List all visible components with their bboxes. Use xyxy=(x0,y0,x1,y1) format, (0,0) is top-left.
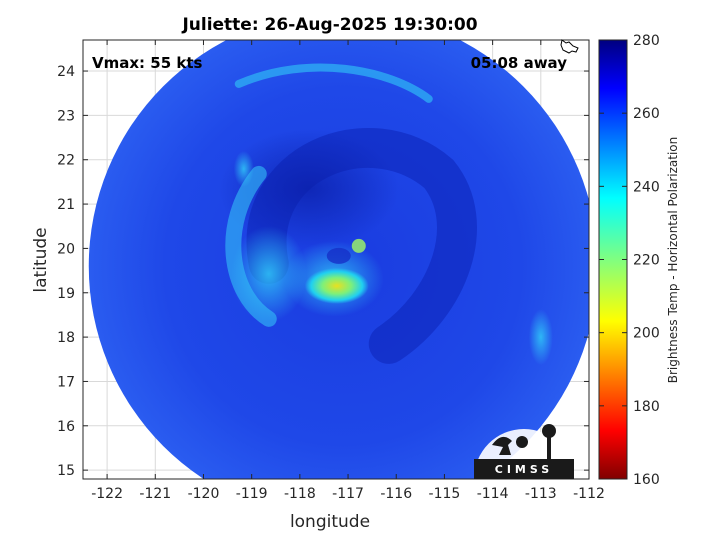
colorbar-ticks: 160 180 200 220 240 260 280 xyxy=(599,33,660,488)
x-tick-label: -117 xyxy=(332,486,364,502)
logo-banner xyxy=(474,459,574,479)
dark-region xyxy=(218,128,399,249)
cyan-cluster-east xyxy=(528,309,553,366)
axes-box xyxy=(82,39,590,480)
x-tick-label: -115 xyxy=(429,486,461,502)
cyan-band-west xyxy=(230,225,307,322)
y-tick-label: 15 xyxy=(57,463,75,479)
y-tick-label: 20 xyxy=(57,241,75,257)
x-tick-label: -118 xyxy=(284,486,316,502)
chart-title: Juliette: 26-Aug-2025 19:30:00 xyxy=(181,15,477,35)
y-tick-label: 19 xyxy=(57,286,75,302)
logo-dish-icon xyxy=(492,436,512,455)
y-tick-label: 23 xyxy=(57,108,75,124)
x-tick-label: -113 xyxy=(525,486,557,502)
x-tick-label: -121 xyxy=(139,486,171,502)
eye-feature xyxy=(326,247,351,264)
colorbar-tick-label: 260 xyxy=(633,106,660,122)
y-tick-label: 21 xyxy=(57,197,75,213)
storm-features xyxy=(218,63,553,366)
convective-core xyxy=(304,267,369,304)
outer-band-cyan xyxy=(234,63,433,103)
core-spot-north xyxy=(351,238,366,253)
colorbar-tick-label: 220 xyxy=(633,253,660,269)
y-axis-label: latitude xyxy=(31,227,51,292)
y-tick-label: 18 xyxy=(57,330,75,346)
colorbar-tick-label: 160 xyxy=(633,472,660,488)
x-tick-label: -116 xyxy=(380,486,412,502)
brightness-temp-image xyxy=(88,40,589,479)
cyan-spot-northwest xyxy=(233,150,254,187)
x-axis-label: longitude xyxy=(290,512,370,532)
x-tick-label: -112 xyxy=(573,486,605,502)
x-tick-label: -119 xyxy=(236,486,268,502)
logo-text: CIMSS xyxy=(495,463,553,476)
colorbar-tick-label: 240 xyxy=(633,179,660,195)
y-tick-label: 16 xyxy=(57,419,75,435)
logo-dish-dome xyxy=(516,436,528,448)
y-axis: 15 16 17 18 19 20 21 22 23 24 xyxy=(57,64,589,479)
x-tick-label: -122 xyxy=(91,486,123,502)
colorbar-tick-label: 200 xyxy=(633,326,660,342)
y-tick-label: 17 xyxy=(57,374,75,390)
y-tick-label: 22 xyxy=(57,153,75,169)
vmax-annotation: Vmax: 55 kts xyxy=(92,54,202,72)
colorbar-tick-label: 180 xyxy=(633,399,660,415)
colorbar-label: Brightness Temp - Horizontal Polarizatio… xyxy=(666,137,680,384)
x-tick-label: -114 xyxy=(477,486,509,502)
time-away-annotation: 05:08 away xyxy=(471,54,568,72)
cimss-logo: CIMSS xyxy=(474,424,574,479)
colorbar-tick-label: 280 xyxy=(633,33,660,49)
coastline-fragment xyxy=(560,39,579,54)
y-tick-label: 24 xyxy=(57,64,75,80)
logo-tower-icon xyxy=(547,436,551,459)
x-tick-label: -120 xyxy=(188,486,220,502)
logo-tower-tank xyxy=(542,424,556,438)
x-axis: -122 -121 -120 -119 -118 -117 -116 -115 -114 -113… xyxy=(91,40,605,502)
